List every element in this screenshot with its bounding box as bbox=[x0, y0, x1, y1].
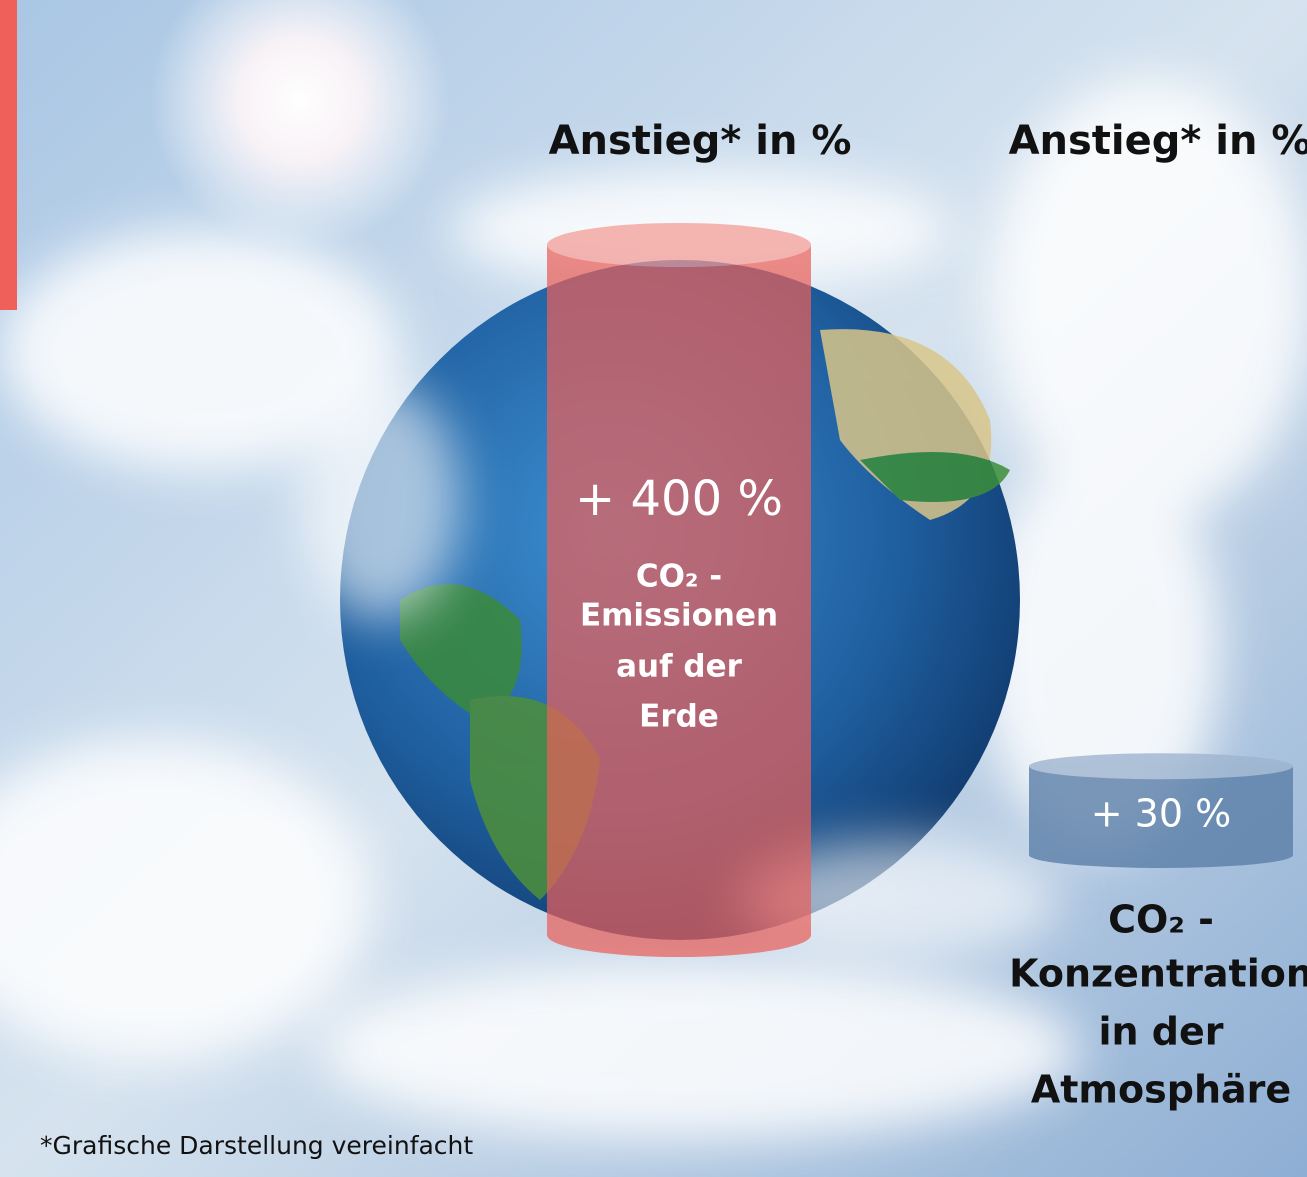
caption-line: in der bbox=[1098, 1010, 1223, 1054]
caption-line: CO₂ - bbox=[636, 559, 722, 595]
accent-bar bbox=[0, 0, 17, 310]
caption-line: Emissionen bbox=[580, 598, 778, 634]
footnote: *Grafische Darstellung vereinfacht bbox=[40, 1131, 473, 1160]
front-clouds bbox=[300, 380, 1060, 960]
cylinder bbox=[547, 223, 811, 957]
caption-line: CO₂ - bbox=[1108, 898, 1214, 942]
value-label: + 400 % bbox=[575, 471, 783, 527]
caption-line: Atmosphäre bbox=[1031, 1068, 1291, 1112]
caption-line: Erde bbox=[639, 699, 719, 735]
sun bbox=[150, 0, 450, 250]
heading: Anstieg* in % bbox=[1009, 118, 1307, 164]
cylinder bbox=[1029, 753, 1293, 868]
heading: Anstieg* in % bbox=[549, 118, 852, 164]
caption-line: auf der bbox=[616, 649, 742, 685]
cylinder-top bbox=[547, 223, 811, 267]
caption-line: Konzentration bbox=[1009, 952, 1307, 996]
cylinder-body bbox=[1029, 766, 1293, 868]
cylinder-top bbox=[1029, 753, 1293, 780]
value-label: + 30 % bbox=[1091, 792, 1231, 836]
cylinder-body bbox=[547, 245, 811, 957]
